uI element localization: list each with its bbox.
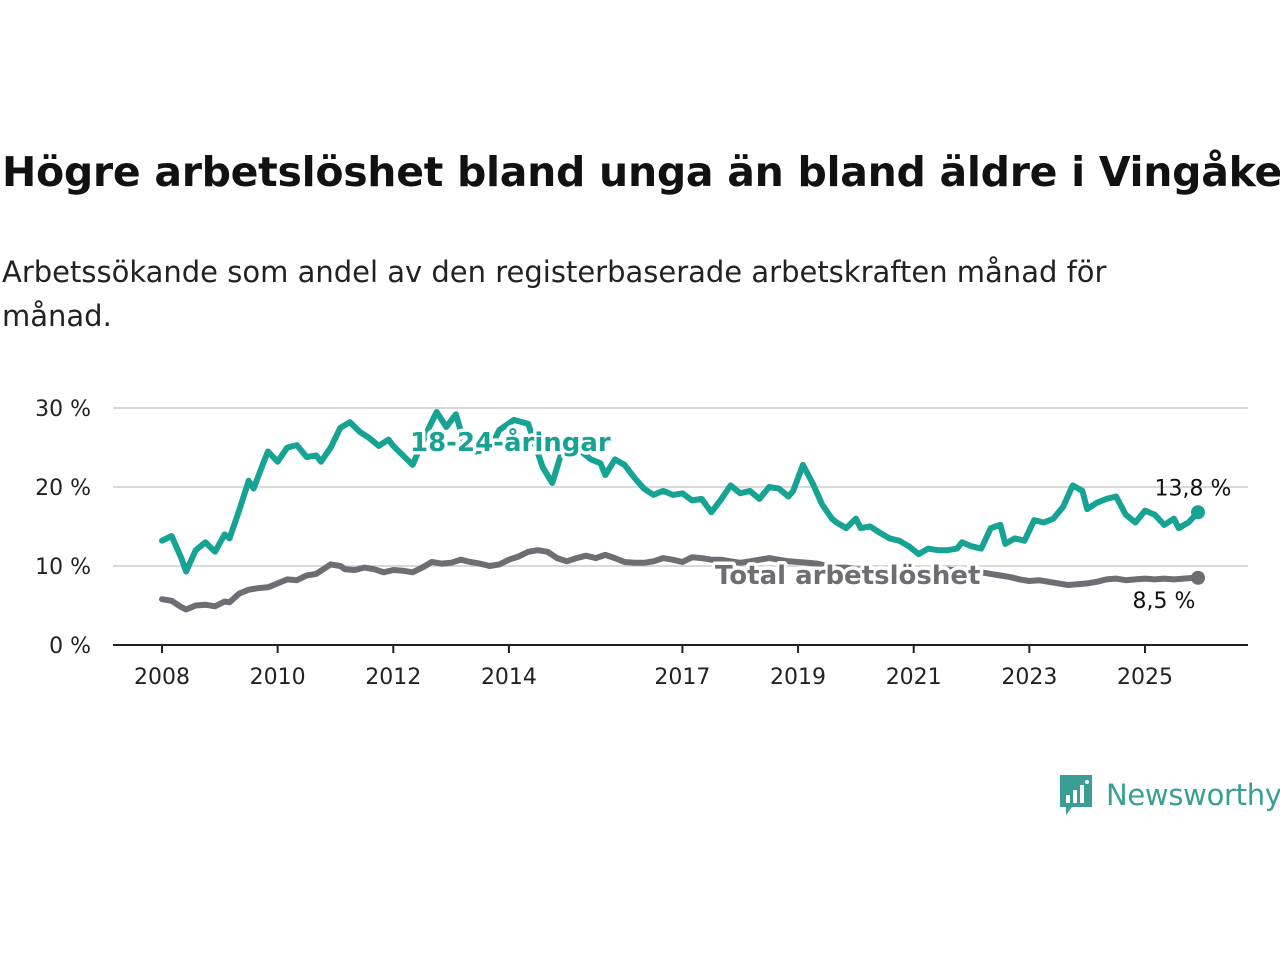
x-tick-label: 2008 xyxy=(134,665,190,690)
y-tick-label: 30 % xyxy=(35,397,91,422)
series-end-marker xyxy=(1191,505,1205,520)
x-tick-label: 2010 xyxy=(250,665,306,690)
x-tick-label: 2014 xyxy=(481,665,537,690)
x-tick-label: 2019 xyxy=(770,665,826,690)
y-tick-label: 10 % xyxy=(35,555,91,580)
chart-subtitle: Arbetssökande som andel av den registerb… xyxy=(2,255,1107,333)
x-tick-label: 2017 xyxy=(654,665,710,690)
series-label-total-arbetsl-shet: Total arbetslöshet xyxy=(715,561,980,591)
chart-title: Högre arbetslöshet bland unga än bland ä… xyxy=(2,148,1280,196)
y-tick-label: 0 % xyxy=(49,634,91,659)
series-end-marker xyxy=(1191,570,1205,585)
y-axis-tick-labels: 0 % 10 % 20 % 30 % xyxy=(35,397,91,659)
series-lines xyxy=(159,409,1205,613)
series-label-18-24-ringar: 18-24-åringar xyxy=(410,426,611,458)
brand-name: Newsworthy xyxy=(1106,778,1280,812)
y-tick-label: 20 % xyxy=(35,476,91,501)
newsworthy-logo: Newsworthy xyxy=(1058,773,1280,817)
series-line-18-24-ringar xyxy=(159,409,1201,575)
x-tick-label: 2012 xyxy=(365,665,421,690)
x-tick-label: 2021 xyxy=(886,665,942,690)
newsworthy-logo-icon xyxy=(1060,775,1092,815)
end-value-label: 13,8 % xyxy=(1155,476,1232,501)
x-axis: 2008 2010 2012 2014 2017 2019 2021 2023 2025 xyxy=(113,644,1248,690)
series-line-total-arbetsl-shet xyxy=(159,547,1201,613)
gridlines xyxy=(113,407,1248,567)
series-labels: 13,8 % 8,5 % 18-24-åringar Total arbetslösh… xyxy=(407,423,1232,614)
x-tick-label: 2023 xyxy=(1001,665,1057,690)
end-value-label: 8,5 % xyxy=(1133,589,1196,614)
x-tick-label: 2025 xyxy=(1117,665,1173,690)
